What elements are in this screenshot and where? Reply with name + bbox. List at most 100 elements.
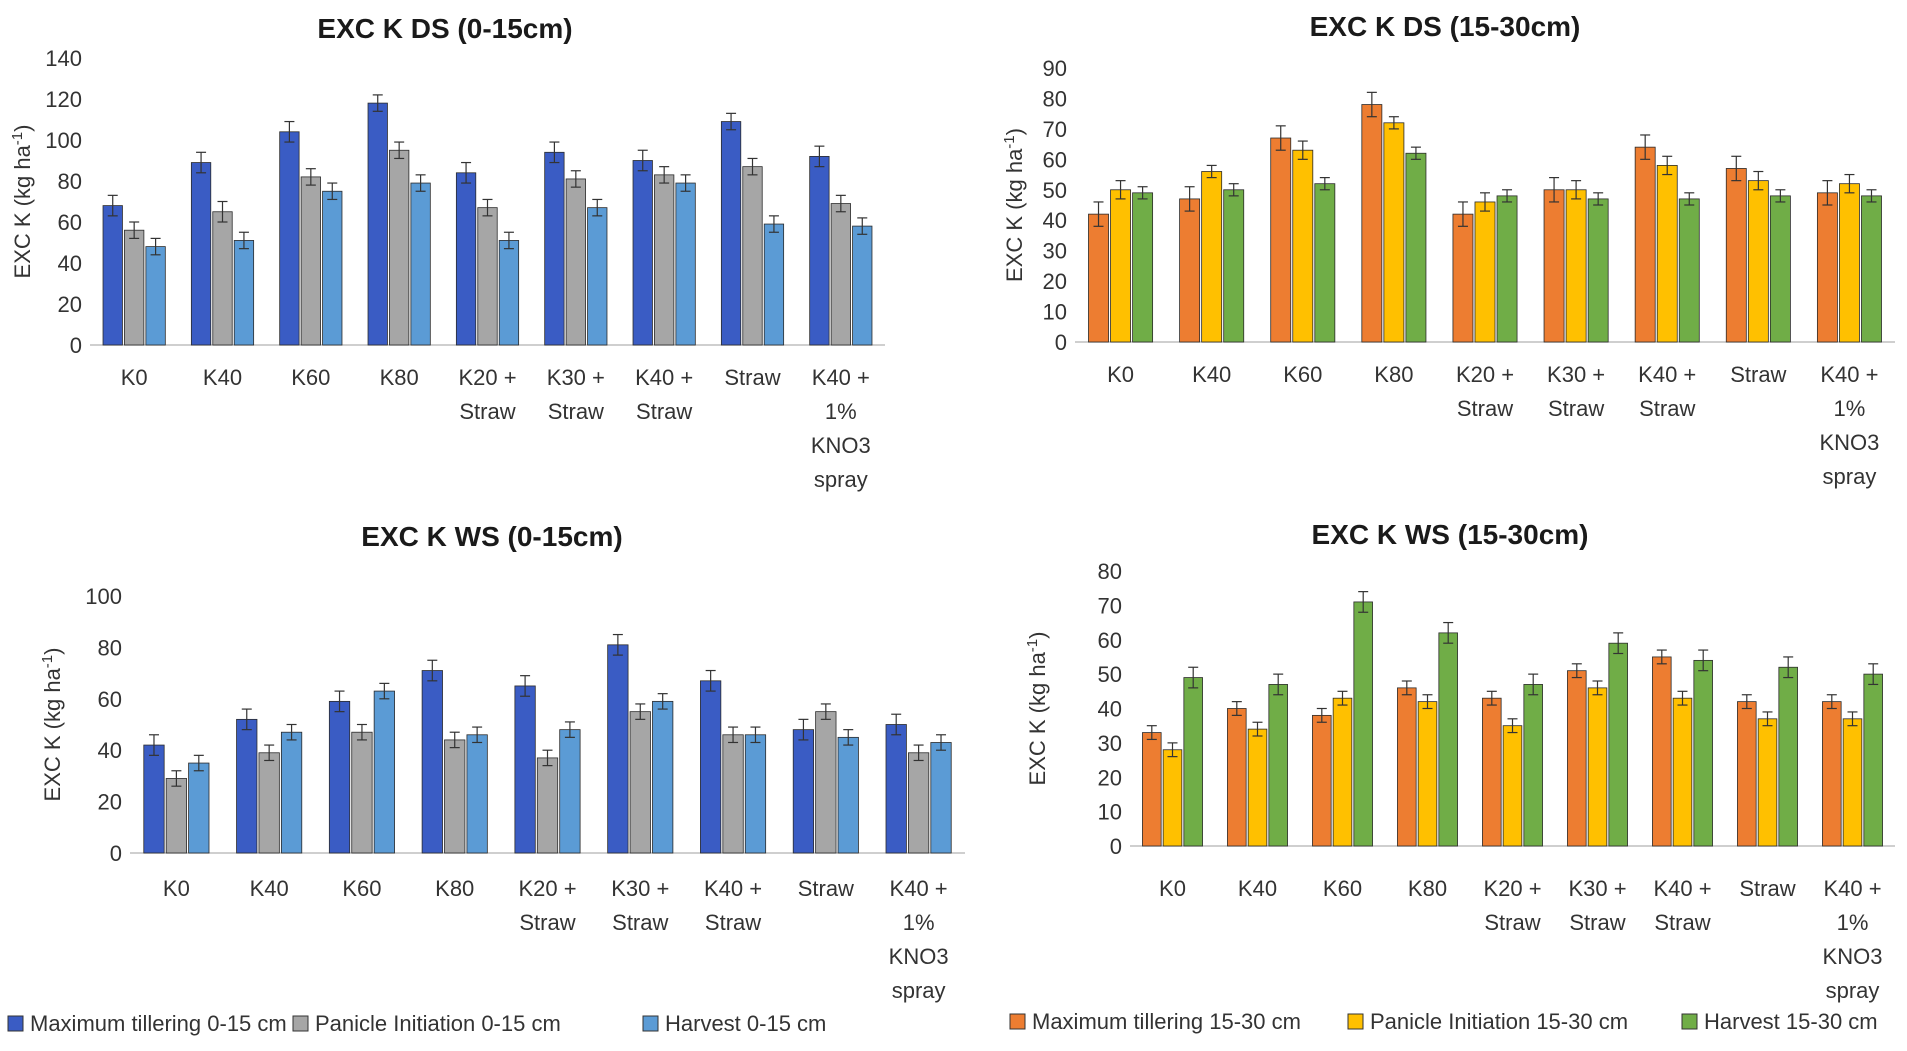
bar: [837, 736, 859, 854]
y-tick-label: 10: [1043, 300, 1067, 325]
bar: [188, 762, 210, 854]
x-category-label: K60: [1283, 362, 1322, 387]
bar: [1842, 718, 1863, 847]
bar: [1314, 183, 1336, 343]
x-category-label-line: K40: [203, 365, 242, 390]
y-axis-title-superscript: -1: [39, 655, 56, 668]
bar: [389, 149, 410, 346]
x-category-label-line: Straw: [612, 910, 668, 935]
chart-title: EXC K WS (15-30cm): [1312, 519, 1589, 550]
x-category-label: K40: [1238, 876, 1277, 901]
x-category-label-line: Straw: [1569, 910, 1625, 935]
y-tick-label: 30: [1098, 731, 1122, 756]
bar: [143, 744, 165, 854]
x-category-label-line: Straw: [798, 876, 854, 901]
x-category-label: K20 + Straw: [1483, 876, 1541, 935]
legend-swatch: [1347, 1013, 1364, 1030]
bar: [351, 731, 373, 854]
bar: [455, 172, 477, 346]
y-axis-title: EXC K (kg ha-1): [39, 648, 65, 802]
bar: [1474, 201, 1496, 343]
y-tick-label: 40: [1098, 697, 1122, 722]
x-category-label-line: K40: [1192, 362, 1231, 387]
x-category-label-line: spray: [1823, 464, 1877, 489]
x-category-label: K30 + Straw: [611, 876, 669, 935]
bar: [1861, 195, 1882, 343]
x-category-label-line: Straw: [724, 365, 780, 390]
chart-title: EXC K WS (0-15cm): [361, 521, 622, 552]
bar: [1201, 171, 1223, 343]
bar: [328, 700, 351, 854]
y-axis-title-superscript: -1: [1001, 135, 1018, 148]
y-tick-label: 70: [1098, 593, 1122, 618]
bar: [565, 178, 586, 346]
y-tick-label: 0: [1055, 330, 1067, 355]
x-category-label: K80: [1374, 362, 1413, 387]
y-tick-label: 20: [1098, 765, 1122, 790]
legend-15-30cm: Maximum tillering 15-30 cm Panicle Initia…: [1009, 1009, 1878, 1034]
x-category-label-line: K30 +: [547, 365, 605, 390]
bar: [1565, 189, 1587, 343]
bar: [1587, 687, 1608, 847]
y-axis-title-end: ): [40, 648, 65, 655]
bar: [722, 734, 744, 854]
bar: [190, 162, 212, 346]
y-tick-label: 0: [110, 841, 122, 866]
bar: [1839, 183, 1860, 343]
x-category-label: K60: [342, 876, 381, 901]
bar: [675, 182, 696, 346]
chart-exc-k-ws-15-30: EXC K WS (15-30cm) EXC K (kg ha-1) 0 10 20 30…: [1024, 519, 1895, 1003]
x-category-label-line: K0: [1107, 362, 1134, 387]
bar: [1656, 165, 1678, 343]
bar: [233, 240, 255, 346]
bar: [1353, 601, 1373, 847]
x-category-label-line: Straw: [548, 399, 604, 424]
legend-label: Harvest 15-30 cm: [1704, 1009, 1878, 1034]
bar: [720, 121, 742, 346]
bar: [830, 203, 851, 346]
y-tick-label: 40: [58, 251, 82, 276]
bar: [367, 102, 388, 346]
bar: [1088, 213, 1109, 343]
bar: [1223, 189, 1245, 343]
legend-0-15cm: Maximum tillering 0-15 cm Panicle Initiat…: [7, 1011, 826, 1036]
legend-label: Panicle Initiation 15-30 cm: [1370, 1009, 1628, 1034]
x-category-label-line: Straw: [1739, 876, 1795, 901]
y-tick-label: 80: [58, 169, 82, 194]
bar: [654, 174, 675, 346]
legend-label: Maximum tillering 15-30 cm: [1032, 1009, 1301, 1034]
x-category-label-line: K80: [380, 365, 419, 390]
bar: [1312, 714, 1332, 847]
bar: [145, 246, 166, 346]
bar: [322, 190, 343, 346]
legend-label: Panicle Initiation 0-15 cm: [315, 1011, 561, 1036]
x-category-label-line: Straw: [1457, 396, 1513, 421]
chart-exc-k-ws-0-15: EXC K WS (0-15cm) EXC K (kg ha-1) 0 20 40 60 8…: [39, 521, 965, 1003]
x-category-label: K40: [1192, 362, 1231, 387]
bar: [1405, 152, 1427, 343]
legend-swatch: [1009, 1013, 1026, 1030]
y-tick-label: 10: [1098, 800, 1122, 825]
x-category-label: K40 + 1% KNO3 spray: [1819, 362, 1879, 489]
y-tick-label: 30: [1043, 239, 1067, 264]
bar: [536, 757, 559, 854]
x-category-label-line: K30 +: [1568, 876, 1626, 901]
x-category-label: K40 + 1% KNO3 spray: [811, 365, 871, 492]
bar: [1502, 725, 1523, 847]
x-category-label: K40 + Straw: [704, 876, 762, 935]
bar: [102, 205, 123, 346]
x-category-label-line: K30 +: [1547, 362, 1605, 387]
bar: [279, 131, 300, 346]
bar: [1757, 718, 1778, 847]
x-category-label: K20 + Straw: [518, 876, 576, 935]
y-axis-title-main: EXC K (kg ha: [40, 667, 65, 801]
bar: [1227, 708, 1247, 847]
x-category-label: K60: [1323, 876, 1362, 901]
bar: [1270, 137, 1292, 343]
y-tick-label: 40: [98, 738, 122, 763]
bar: [652, 700, 674, 854]
bar: [1678, 198, 1700, 343]
x-category-label-line: K40 +: [635, 365, 693, 390]
y-tick-label: 120: [45, 87, 82, 112]
